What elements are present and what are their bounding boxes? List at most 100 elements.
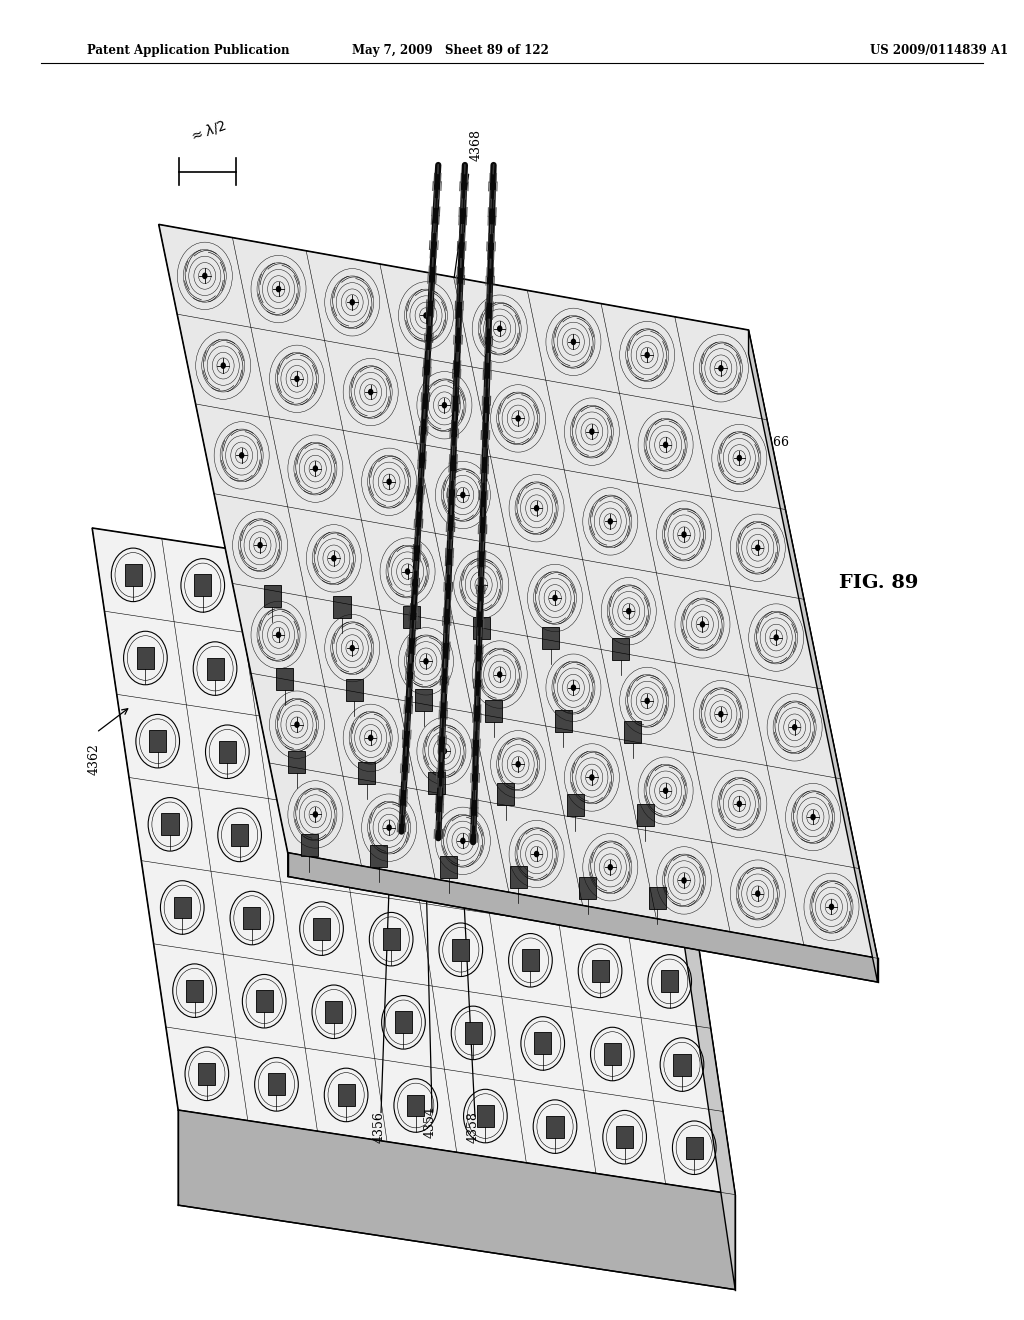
Circle shape bbox=[276, 286, 281, 292]
Circle shape bbox=[756, 545, 760, 550]
Bar bbox=[207, 657, 223, 680]
Circle shape bbox=[793, 725, 797, 730]
Circle shape bbox=[829, 904, 834, 909]
Bar bbox=[231, 824, 248, 846]
Text: FIG. 89: FIG. 89 bbox=[839, 574, 919, 593]
Bar bbox=[162, 813, 178, 836]
Bar bbox=[244, 907, 260, 929]
Circle shape bbox=[664, 442, 668, 447]
Circle shape bbox=[442, 748, 446, 754]
Bar bbox=[268, 1073, 285, 1096]
Bar bbox=[150, 730, 166, 752]
Bar bbox=[612, 638, 629, 660]
Polygon shape bbox=[649, 612, 735, 1290]
Text: 4362: 4362 bbox=[88, 743, 100, 775]
Circle shape bbox=[737, 455, 741, 461]
Bar bbox=[125, 564, 141, 586]
Circle shape bbox=[424, 313, 428, 318]
Bar bbox=[440, 855, 457, 878]
Bar bbox=[371, 845, 387, 867]
Bar bbox=[403, 606, 420, 628]
Bar bbox=[383, 928, 399, 950]
Circle shape bbox=[535, 851, 539, 857]
Text: 4354: 4354 bbox=[424, 1106, 436, 1138]
Text: 4358: 4358 bbox=[467, 1111, 479, 1143]
Circle shape bbox=[498, 672, 502, 677]
Circle shape bbox=[424, 659, 428, 664]
Circle shape bbox=[719, 711, 723, 717]
Circle shape bbox=[387, 479, 391, 484]
Text: 4368: 4368 bbox=[470, 129, 482, 161]
Bar bbox=[555, 710, 571, 733]
Bar bbox=[498, 783, 514, 805]
Circle shape bbox=[774, 635, 778, 640]
Bar bbox=[465, 1022, 481, 1044]
Bar bbox=[543, 627, 559, 649]
Circle shape bbox=[203, 273, 207, 279]
Polygon shape bbox=[749, 330, 878, 982]
Bar bbox=[186, 979, 203, 1002]
Circle shape bbox=[258, 543, 262, 548]
Text: 4369: 4369 bbox=[758, 532, 790, 545]
Circle shape bbox=[571, 339, 575, 345]
Bar bbox=[219, 741, 236, 763]
Bar bbox=[195, 574, 211, 597]
Circle shape bbox=[700, 622, 705, 627]
Circle shape bbox=[295, 376, 299, 381]
Bar bbox=[637, 804, 653, 826]
Circle shape bbox=[276, 632, 281, 638]
Text: US 2009/0114839 A1: US 2009/0114839 A1 bbox=[870, 44, 1009, 57]
Bar bbox=[256, 990, 272, 1012]
Circle shape bbox=[553, 595, 557, 601]
Circle shape bbox=[627, 609, 631, 614]
Bar bbox=[567, 793, 584, 816]
Circle shape bbox=[442, 403, 446, 408]
Circle shape bbox=[295, 722, 299, 727]
Bar bbox=[395, 1011, 412, 1034]
Circle shape bbox=[664, 788, 668, 793]
Text: May 7, 2009   Sheet 89 of 122: May 7, 2009 Sheet 89 of 122 bbox=[352, 44, 549, 57]
Bar bbox=[510, 866, 526, 888]
Circle shape bbox=[571, 685, 575, 690]
Circle shape bbox=[240, 453, 244, 458]
Text: 4360: 4360 bbox=[707, 620, 738, 634]
Circle shape bbox=[350, 645, 354, 651]
Bar bbox=[686, 1137, 702, 1159]
Bar bbox=[580, 876, 596, 899]
Circle shape bbox=[608, 865, 612, 870]
Bar bbox=[346, 678, 362, 701]
Circle shape bbox=[516, 416, 520, 421]
Circle shape bbox=[608, 519, 612, 524]
Circle shape bbox=[387, 825, 391, 830]
Text: 4356: 4356 bbox=[373, 1111, 385, 1143]
Bar bbox=[199, 1063, 215, 1085]
Circle shape bbox=[461, 838, 465, 843]
Polygon shape bbox=[178, 1110, 735, 1290]
Bar bbox=[616, 1126, 633, 1148]
Polygon shape bbox=[288, 853, 878, 982]
Circle shape bbox=[313, 812, 317, 817]
Circle shape bbox=[406, 569, 410, 574]
Circle shape bbox=[535, 506, 539, 511]
Circle shape bbox=[479, 582, 483, 587]
Circle shape bbox=[498, 326, 502, 331]
Circle shape bbox=[645, 698, 649, 704]
Circle shape bbox=[590, 775, 594, 780]
Bar bbox=[301, 834, 317, 857]
Bar bbox=[338, 1084, 354, 1106]
Text: $\approx \lambda/2$: $\approx \lambda/2$ bbox=[186, 117, 228, 145]
Circle shape bbox=[811, 814, 815, 820]
Bar bbox=[477, 1105, 494, 1127]
Bar bbox=[289, 751, 305, 774]
Circle shape bbox=[221, 363, 225, 368]
Bar bbox=[522, 949, 539, 972]
Bar bbox=[408, 1094, 424, 1117]
Circle shape bbox=[590, 429, 594, 434]
Circle shape bbox=[682, 878, 686, 883]
Bar bbox=[547, 1115, 563, 1138]
Text: Patent Application Publication: Patent Application Publication bbox=[87, 44, 290, 57]
Bar bbox=[428, 772, 444, 795]
Circle shape bbox=[369, 389, 373, 395]
Bar bbox=[592, 960, 608, 982]
Circle shape bbox=[350, 300, 354, 305]
